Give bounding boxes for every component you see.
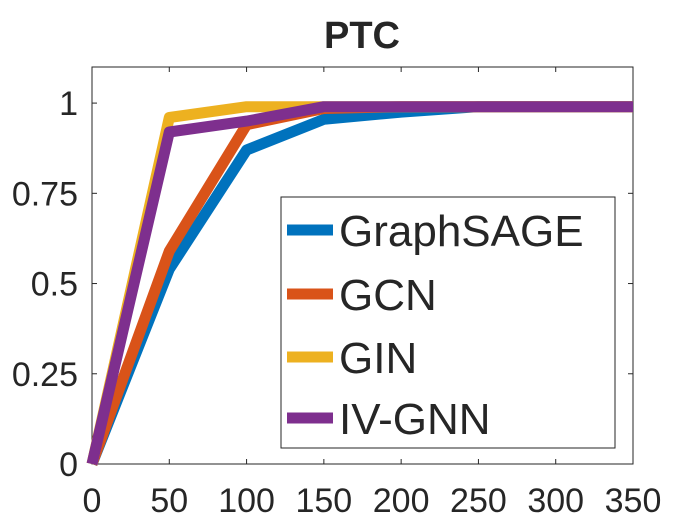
legend-box bbox=[280, 196, 616, 449]
y-tick-label: 0.75 bbox=[12, 175, 78, 213]
x-tick-label: 250 bbox=[450, 482, 507, 520]
legend-label-gcn: GCN bbox=[339, 271, 437, 320]
y-tick-label: 1 bbox=[59, 85, 78, 123]
x-tick-label: 100 bbox=[218, 482, 275, 520]
chart-title: PTC bbox=[324, 15, 400, 57]
y-tick-label: 0 bbox=[59, 446, 78, 484]
x-tick-label: 300 bbox=[527, 482, 584, 520]
series-lines bbox=[86, 101, 633, 467]
axis-tick-labels: 0 50 100 150 200 250 300 350 0 0.25 0.5 0.75 1 bbox=[12, 85, 662, 520]
y-tick-label: 0.5 bbox=[31, 266, 78, 304]
x-tick-label: 200 bbox=[373, 482, 430, 520]
series-line-iv-gnn bbox=[86, 101, 633, 466]
x-tick-label: 150 bbox=[295, 482, 352, 520]
legend-label-gin: GIN bbox=[339, 334, 417, 383]
x-tick-label: 50 bbox=[150, 482, 188, 520]
y-tick-label: 0.25 bbox=[12, 356, 78, 394]
x-tick-label: 0 bbox=[83, 482, 102, 520]
legend-label-graphsage: GraphSAGE bbox=[339, 207, 584, 256]
legend: GraphSAGE GCN GIN IV-GNN bbox=[280, 196, 616, 449]
x-tick-label: 350 bbox=[605, 482, 662, 520]
legend-label-iv-gnn: IV-GNN bbox=[339, 395, 491, 444]
